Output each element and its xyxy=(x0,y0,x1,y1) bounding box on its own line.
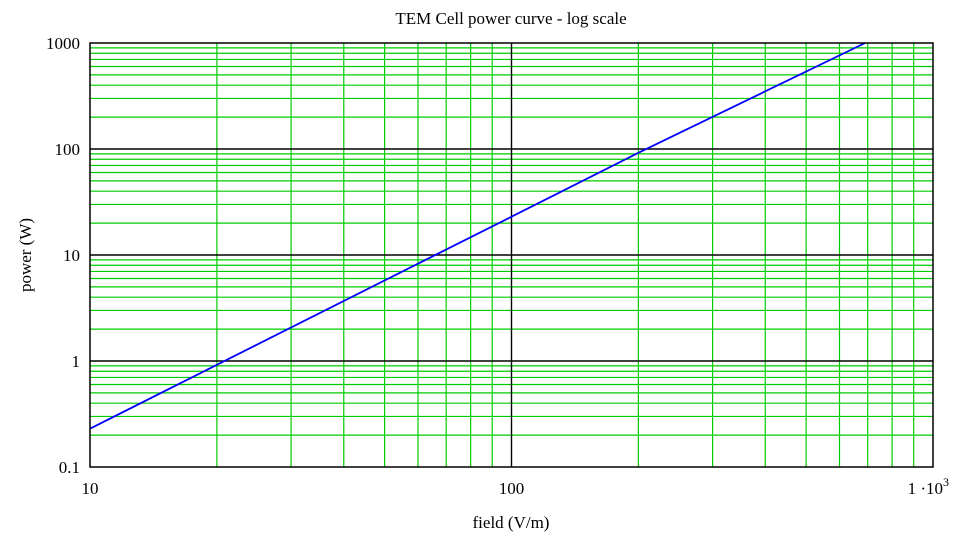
x-axis-label: field (V/m) xyxy=(473,513,550,532)
series-line xyxy=(89,42,866,430)
y-tick-label: 0.1 xyxy=(59,458,80,477)
y-tick-labels: 0.1 1 10 100 1000 xyxy=(46,34,80,477)
y-tick-label: 1000 xyxy=(46,34,80,53)
series-layer xyxy=(89,42,866,430)
y-axis-label: power (W) xyxy=(16,218,35,292)
y-tick-label: 10 xyxy=(63,246,80,265)
chart-title: TEM Cell power curve - log scale xyxy=(395,9,626,28)
x-tick-label: 10 xyxy=(82,479,99,498)
y-tick-label: 1 xyxy=(72,352,81,371)
major-grid xyxy=(90,43,933,467)
y-tick-label: 100 xyxy=(55,140,81,159)
x-tick-label: 100 xyxy=(499,479,525,498)
x-tick-exponent: 3 xyxy=(943,475,949,489)
x-tick-labels: 10 100 1 ·103 xyxy=(82,475,950,498)
plot-frame xyxy=(89,42,934,468)
x-tick-label: 1 ·103 xyxy=(908,475,949,498)
